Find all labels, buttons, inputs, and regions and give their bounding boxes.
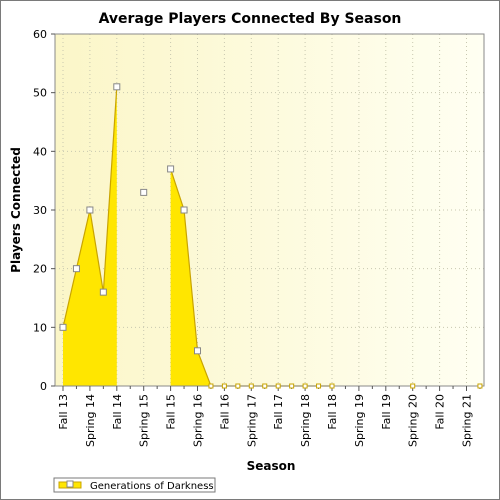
x-axis-title: Season: [247, 459, 296, 473]
legend: Generations of Darkness: [53, 477, 216, 493]
legend-box: [53, 477, 216, 493]
x-tick-label: Fall 14: [111, 394, 124, 430]
tick-labels: 0 10 20 30 40 50 60 Fall 13 Spring 14 Fall 14 Spri…: [33, 28, 474, 447]
y-tick-label: 20: [33, 263, 47, 276]
x-tick-label: Fall 15: [165, 394, 178, 430]
x-tick-label: Spring 15: [138, 394, 151, 447]
y-tick-label: 50: [33, 87, 47, 100]
data-point: [113, 83, 121, 91]
data-point: [302, 383, 308, 389]
data-point: [99, 288, 107, 296]
y-tick-label: 60: [33, 28, 47, 41]
y-tick-label: 30: [33, 204, 47, 217]
data-point: [316, 383, 322, 389]
x-tick-label: Spring 17: [245, 394, 258, 447]
x-tick-label: Spring 14: [84, 394, 97, 447]
markers: [59, 83, 483, 389]
data-point: [477, 383, 483, 389]
data-point: [86, 206, 94, 214]
x-tick-label: Spring 19: [353, 394, 366, 447]
x-tick-label: Fall 19: [380, 394, 393, 430]
x-tick-label: Fall 16: [218, 394, 231, 430]
x-tick-label: Spring 16: [192, 394, 205, 447]
data-point: [221, 383, 227, 389]
y-tick-label: 10: [33, 321, 47, 334]
data-point: [72, 265, 80, 273]
data-point: [248, 383, 254, 389]
data-point: [208, 383, 214, 389]
x-tick-label: Spring 18: [299, 394, 312, 447]
x-tick-label: Spring 20: [407, 394, 420, 447]
x-tick-label: Spring 21: [461, 394, 474, 447]
chart-title: Average Players Connected By Season: [99, 11, 402, 27]
data-point: [235, 383, 241, 389]
data-point: [289, 383, 295, 389]
data-point: [275, 383, 281, 389]
x-tick-label: Fall 20: [434, 394, 447, 430]
legend-label: Generations of Darkness: [90, 481, 214, 492]
data-point: [410, 383, 416, 389]
data-point: [59, 323, 67, 331]
series-area: [170, 168, 332, 386]
data-point: [180, 206, 188, 214]
series-area: [63, 86, 117, 387]
legend-marker: [66, 480, 74, 488]
y-tick-label: 40: [33, 145, 47, 158]
data-point: [329, 383, 335, 389]
data-point: [262, 383, 268, 389]
y-tick-label: 0: [40, 380, 47, 393]
x-tick-label: Fall 13: [57, 394, 70, 430]
y-axis-title: Players Connected: [9, 147, 23, 273]
data-point: [167, 165, 175, 173]
x-tick-label: Fall 17: [272, 394, 285, 430]
x-tick-label: Fall 18: [326, 394, 339, 430]
data-point: [140, 188, 148, 196]
data-point: [194, 347, 201, 355]
